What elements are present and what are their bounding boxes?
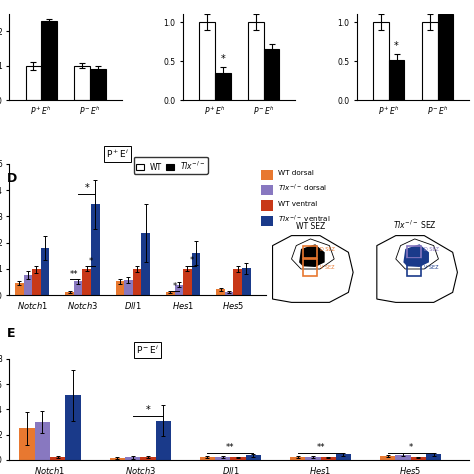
Bar [290, 457, 305, 460]
Bar [320, 457, 336, 460]
Polygon shape [292, 239, 334, 269]
Bar [246, 456, 261, 460]
Bar [91, 204, 100, 295]
Text: *: * [173, 282, 177, 291]
Bar [19, 428, 35, 460]
Polygon shape [377, 236, 457, 302]
Polygon shape [273, 236, 353, 302]
Bar [15, 283, 24, 295]
Bar [438, 14, 453, 100]
Text: *: * [84, 182, 89, 192]
Bar [174, 284, 183, 295]
Text: P$^+$E$^i$: P$^+$E$^i$ [106, 147, 129, 160]
Text: D SEZ: D SEZ [320, 247, 335, 252]
Text: E: E [7, 327, 16, 340]
Bar [200, 456, 215, 460]
Title: $Tlx^{-/-}$ SEZ: $Tlx^{-/-}$ SEZ [393, 219, 437, 231]
Polygon shape [403, 244, 429, 267]
Bar [141, 233, 150, 295]
Text: $Tlx^{-/-}$ ventral: $Tlx^{-/-}$ ventral [278, 213, 331, 225]
Bar [65, 395, 81, 460]
Legend: WT, $Tlx^{-/-}$: WT, $Tlx^{-/-}$ [134, 157, 208, 174]
Bar [50, 456, 65, 460]
Bar [35, 422, 50, 460]
Bar [373, 22, 389, 100]
Bar [225, 292, 233, 295]
Text: *: * [394, 41, 399, 51]
Text: WT ventral: WT ventral [278, 201, 318, 207]
Bar [303, 259, 317, 276]
Bar [74, 282, 82, 295]
Bar [155, 420, 171, 460]
Bar [242, 268, 250, 295]
Bar [215, 456, 230, 460]
Bar [407, 259, 421, 276]
Title: WT SEZ: WT SEZ [296, 222, 325, 231]
Bar [264, 49, 279, 100]
Text: **: ** [226, 443, 235, 452]
Bar [261, 170, 273, 180]
Bar [124, 280, 133, 295]
Bar [230, 457, 246, 460]
Bar [82, 269, 91, 295]
Text: **: ** [316, 443, 325, 452]
Bar [380, 456, 395, 460]
Text: D SEZ: D SEZ [424, 247, 439, 252]
Bar [389, 60, 404, 100]
Bar [336, 454, 351, 460]
Text: *: * [220, 54, 225, 64]
Bar [261, 216, 273, 226]
Bar [41, 21, 57, 100]
Bar [303, 246, 317, 258]
Bar [305, 456, 320, 460]
Bar [90, 69, 106, 100]
Bar [41, 248, 49, 295]
Text: *: * [146, 405, 150, 415]
Bar [395, 455, 410, 460]
Text: *: * [89, 257, 93, 265]
Bar [410, 457, 426, 460]
Text: **: ** [70, 270, 78, 279]
Text: V SEZ: V SEZ [424, 265, 439, 270]
Bar [261, 185, 273, 195]
Bar [426, 454, 441, 460]
Bar [74, 66, 90, 100]
Bar [116, 282, 124, 295]
Bar [215, 73, 230, 100]
Bar [109, 458, 125, 460]
Bar [26, 66, 41, 100]
Bar [125, 457, 140, 460]
Bar [191, 253, 200, 295]
Bar [140, 456, 155, 460]
Bar [233, 269, 242, 295]
Bar [248, 22, 264, 100]
Text: WT dorsal: WT dorsal [278, 170, 314, 176]
Text: *: * [409, 443, 413, 452]
Bar [32, 269, 41, 295]
Bar [24, 274, 32, 295]
Text: D: D [7, 172, 18, 184]
Text: *: * [190, 256, 194, 265]
Bar [133, 269, 141, 295]
Text: P$^-$E$^i$: P$^-$E$^i$ [136, 343, 159, 356]
Bar [200, 22, 215, 100]
Text: V SEZ: V SEZ [320, 265, 335, 270]
Bar [183, 269, 191, 295]
Polygon shape [396, 239, 438, 269]
Bar [407, 246, 421, 258]
Bar [65, 292, 74, 295]
Text: $Tlx^{-/-}$ dorsal: $Tlx^{-/-}$ dorsal [278, 182, 328, 194]
Bar [261, 201, 273, 210]
Bar [166, 292, 174, 295]
Polygon shape [299, 244, 325, 267]
Bar [422, 22, 438, 100]
Bar [216, 289, 225, 295]
